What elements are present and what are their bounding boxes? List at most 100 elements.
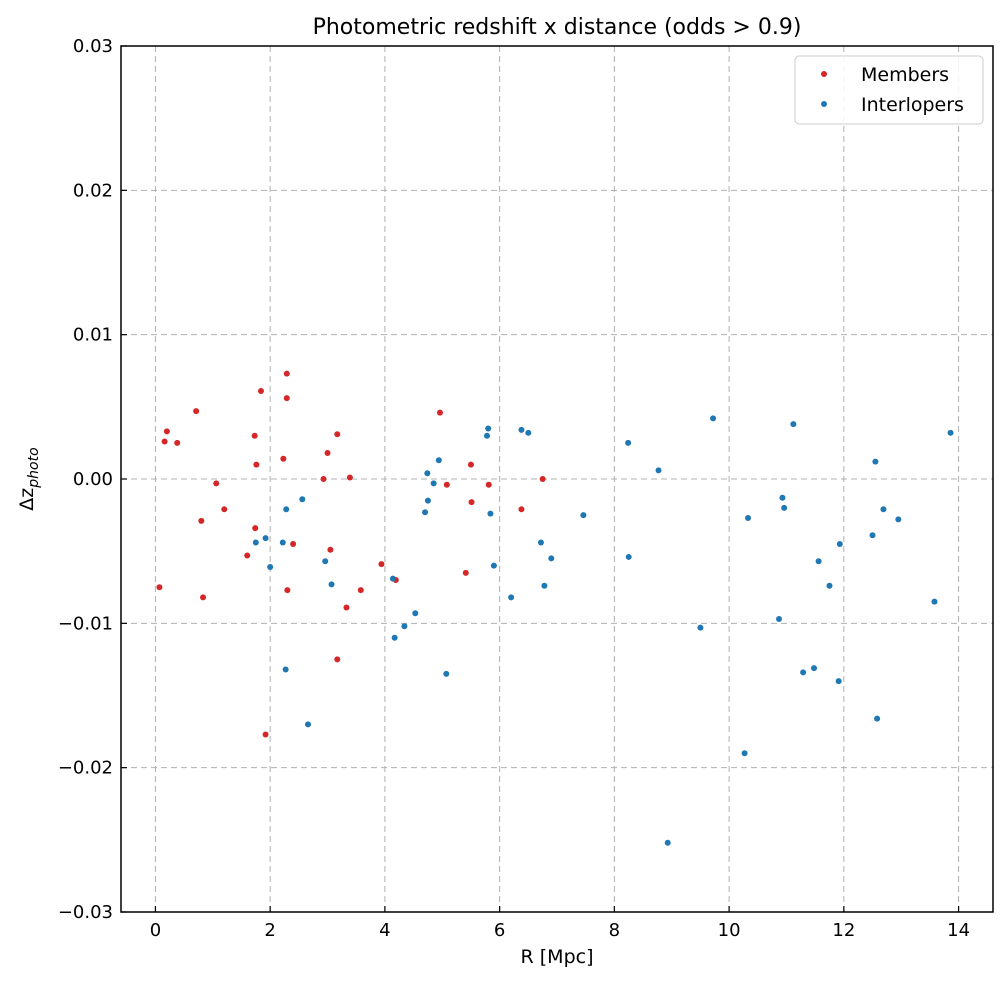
members-point — [334, 431, 341, 438]
y-tick-label: −0.03 — [58, 902, 113, 923]
members-point — [252, 525, 259, 532]
interlopers-point — [880, 506, 887, 513]
members-point — [462, 569, 469, 576]
members-point — [346, 474, 353, 481]
interlopers-point — [328, 581, 335, 588]
members-point — [443, 481, 450, 488]
x-tick-label: 2 — [264, 920, 275, 941]
members-point — [193, 408, 200, 415]
members-point — [283, 395, 290, 402]
interlopers-point — [267, 564, 274, 571]
legend-label-members: Members — [861, 64, 949, 86]
interlopers-point — [947, 429, 954, 436]
members-point — [213, 480, 220, 487]
interlopers-point — [625, 553, 632, 560]
interlopers-point — [282, 666, 289, 673]
interlopers-point — [401, 623, 408, 630]
members-point — [436, 409, 443, 416]
interlopers-point — [872, 458, 879, 465]
interlopers-point — [741, 750, 748, 757]
members-point — [221, 506, 228, 513]
interlopers-point — [874, 715, 881, 722]
interlopers-point — [836, 540, 843, 547]
interlopers-point — [781, 504, 788, 511]
interlopers-point — [548, 555, 555, 562]
interlopers-point — [790, 421, 797, 428]
interlopers-point — [518, 426, 525, 433]
interlopers-point — [869, 532, 876, 539]
interlopers-point — [835, 678, 842, 685]
members-point — [518, 506, 525, 513]
interlopers-point — [541, 582, 548, 589]
members-point — [284, 587, 291, 594]
interlopers-point — [487, 510, 494, 517]
interlopers-point — [389, 575, 396, 582]
members-point — [257, 387, 264, 394]
members-point — [320, 476, 327, 482]
y-tick-label: 0.03 — [73, 36, 113, 57]
interlopers-point — [697, 624, 704, 631]
interlopers-point — [412, 610, 419, 617]
interlopers-point — [537, 539, 544, 546]
members-point — [467, 461, 474, 468]
members-point — [198, 517, 205, 524]
interlopers-point — [424, 470, 431, 477]
axis-ticks: 0 2 4 6 8 10 12 14 −0.03 −0.02 −0.01 0.00 0.01 0.02 0.… — [58, 36, 970, 941]
interlopers-point — [664, 839, 671, 846]
members-point — [539, 476, 546, 482]
members-point — [283, 370, 290, 377]
interlopers-point — [262, 535, 269, 542]
x-tick-label: 12 — [832, 920, 855, 941]
y-tick-label: 0.00 — [73, 469, 113, 490]
x-tick-label: 4 — [379, 920, 390, 941]
legend-frame — [794, 55, 984, 125]
members-point — [485, 481, 492, 488]
members-point — [343, 604, 350, 611]
interlopers-point — [580, 512, 587, 519]
interlopers-point — [424, 497, 431, 504]
y-axis-label-subscript: photo — [26, 447, 42, 488]
members-point — [324, 450, 331, 457]
interlopers-point — [283, 506, 290, 513]
members-point — [334, 656, 341, 663]
members-point — [280, 455, 287, 462]
interlopers-point — [525, 429, 532, 436]
interlopers-point — [655, 467, 662, 474]
interlopers-point — [279, 539, 286, 546]
legend-marker-interlopers — [821, 101, 827, 107]
interlopers-point — [490, 562, 497, 569]
legend-label-interlopers: Interlopers — [861, 94, 964, 116]
members-point — [163, 428, 170, 435]
x-tick-label: 10 — [718, 920, 741, 941]
x-tick-label: 8 — [609, 920, 620, 941]
y-tick-label: 0.02 — [73, 180, 113, 201]
interlopers-point — [779, 494, 786, 501]
interlopers-point — [508, 594, 515, 601]
grid-lines — [121, 46, 993, 912]
interlopers-point — [745, 514, 752, 521]
interlopers-point — [826, 582, 833, 589]
interlopers-point — [815, 558, 822, 565]
interlopers-point — [485, 425, 492, 432]
interlopers-point — [443, 670, 450, 677]
members-point — [251, 432, 258, 439]
interlopers-point — [391, 634, 398, 641]
interlopers-point — [484, 432, 491, 439]
interlopers-point — [776, 616, 783, 623]
members-point — [327, 546, 334, 553]
interlopers-point — [422, 509, 429, 516]
members-point — [290, 540, 297, 547]
members-point — [244, 552, 251, 559]
interlopers-point — [931, 598, 938, 605]
interlopers-point — [435, 457, 442, 464]
interlopers-point — [305, 721, 312, 728]
y-tick-label: 0.01 — [73, 325, 113, 346]
members-point — [161, 438, 168, 445]
x-tick-label: 6 — [494, 920, 505, 941]
y-axis-label: Δzphoto — [16, 447, 42, 510]
interlopers-point — [625, 439, 632, 446]
interlopers-point — [299, 496, 306, 503]
interlopers-point — [252, 539, 259, 546]
x-axis-label: R [Mpc] — [521, 946, 594, 968]
